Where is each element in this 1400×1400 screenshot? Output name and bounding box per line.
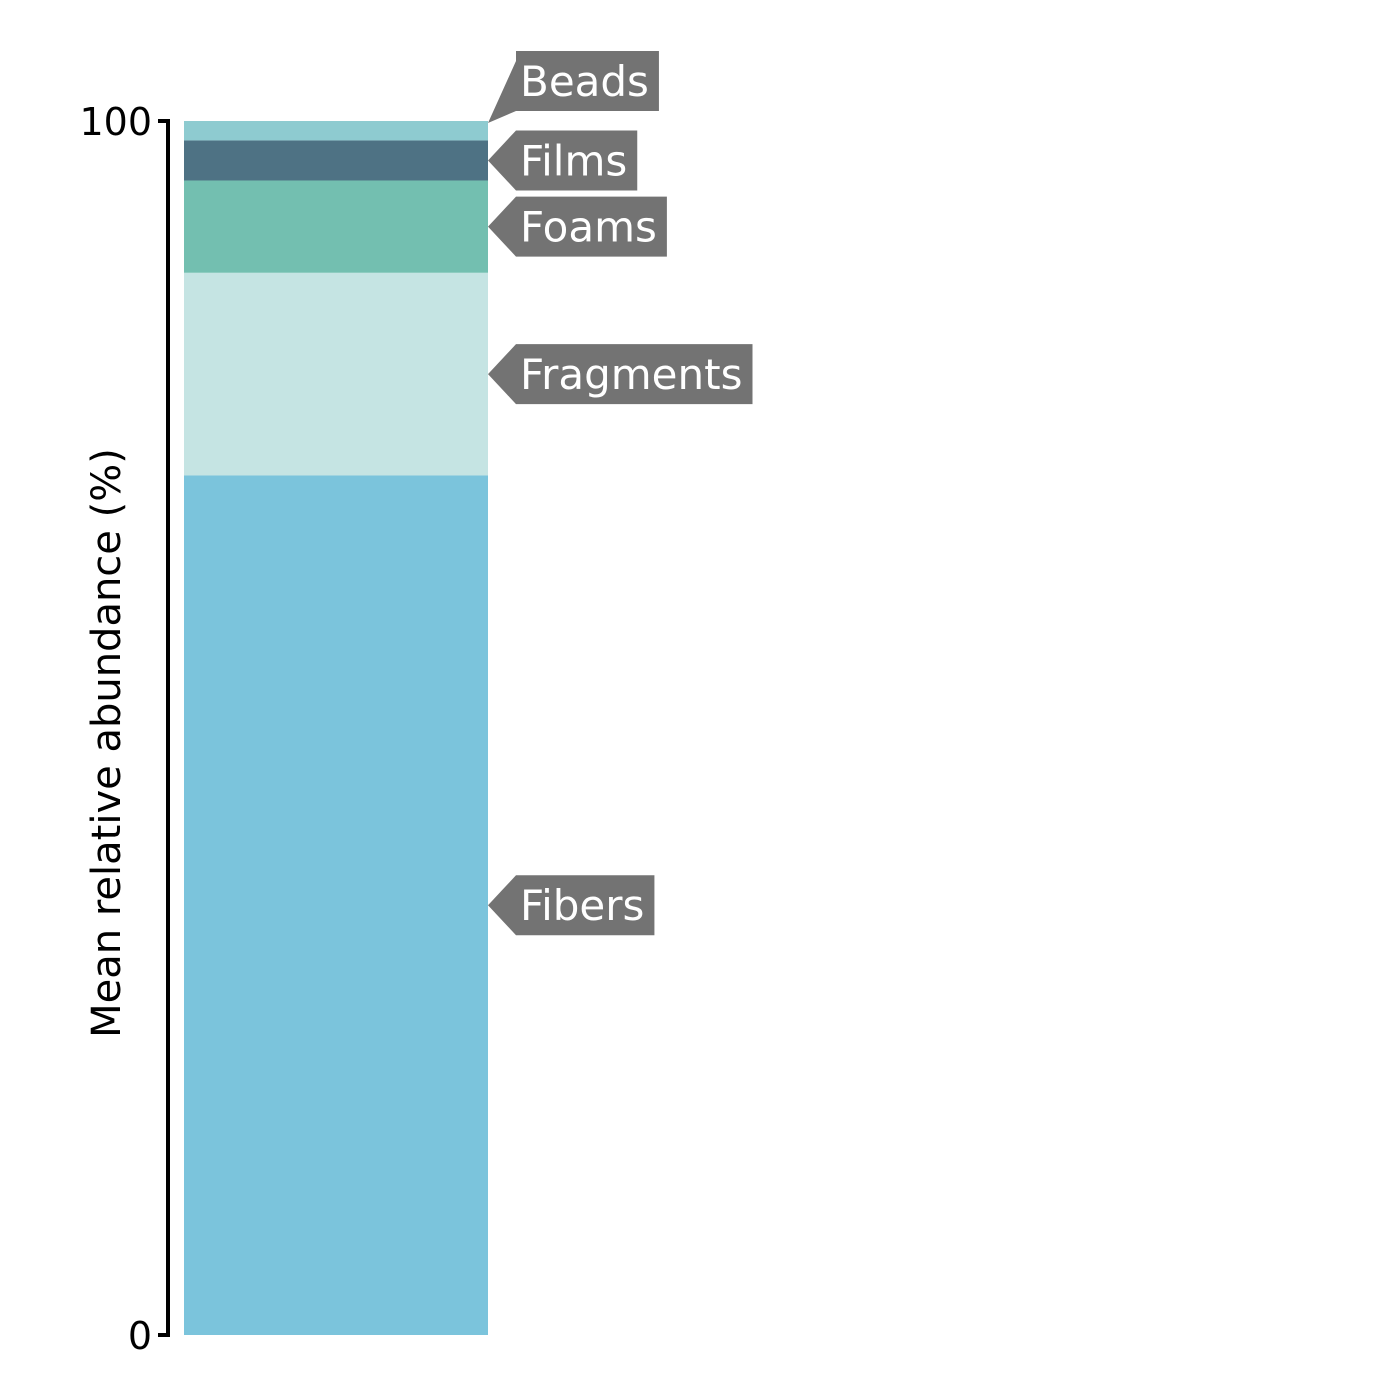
label-tag-fragments: Fragments	[488, 344, 753, 405]
bar-segments	[184, 121, 488, 1335]
label-text-foams: Foams	[520, 203, 657, 252]
label-tag-shape-fibers	[488, 875, 655, 936]
y-tick-label-100: 100	[79, 100, 152, 144]
label-tag-beads: Beads	[488, 51, 659, 123]
label-tag-fibers: Fibers	[488, 875, 655, 936]
bar-segment-films	[184, 140, 488, 181]
label-tag-foams: Foams	[488, 196, 667, 257]
y-axis: 100 0 Mean relative abundance (%)	[79, 100, 170, 1358]
label-text-beads: Beads	[520, 57, 649, 106]
label-tag-shape-foams	[488, 196, 667, 257]
series-labels: Fibers Fragments Foams Films Beads	[488, 51, 753, 936]
bar-segment-fragments	[184, 272, 488, 476]
label-text-films: Films	[520, 136, 627, 185]
bar-segment-beads	[184, 121, 488, 141]
bar-segment-fibers	[184, 475, 488, 1335]
label-tag-shape-fragments	[488, 344, 753, 405]
bar-segment-foams	[184, 180, 488, 273]
label-text-fragments: Fragments	[520, 350, 743, 399]
label-tag-shape-beads	[488, 51, 659, 123]
label-text-fibers: Fibers	[520, 881, 644, 930]
y-axis-title: Mean relative abundance (%)	[84, 448, 130, 1038]
y-tick-label-0: 0	[128, 1314, 152, 1358]
label-tag-shape-films	[488, 130, 638, 191]
label-tag-films: Films	[488, 130, 638, 191]
